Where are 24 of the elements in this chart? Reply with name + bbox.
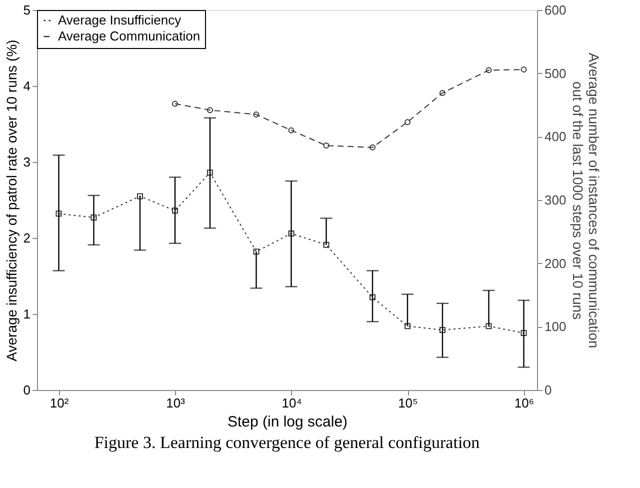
- y-tick-label: 4: [23, 78, 30, 94]
- y-tick-label: 3: [23, 154, 30, 170]
- y-axis-title: Average insufficiency of patrol rate over 10 runs (%): [3, 40, 20, 362]
- y2-tick-label: 0: [544, 382, 552, 398]
- y-tick-label: 0: [23, 382, 30, 398]
- caption: Figure 3. Learning convergence of general configuration: [94, 433, 480, 452]
- y-tick-label: 2: [23, 230, 30, 246]
- x-tick-label: 10⁶: [514, 396, 534, 410]
- x-tick-label: 10²: [50, 396, 70, 410]
- y2-tick-label: 300: [544, 192, 566, 208]
- y-tick-label: 5: [23, 2, 30, 18]
- x-axis-title: Step (in log scale): [227, 414, 348, 430]
- x-tick-label: 10⁴: [282, 396, 302, 410]
- y2-tick-label: 200: [544, 256, 566, 271]
- legend-label: Average Insufficiency: [58, 12, 182, 28]
- x-tick-label: 10³: [166, 396, 186, 410]
- y2-tick-label: 400: [544, 129, 566, 144]
- legend-label: Average Communication: [58, 28, 200, 44]
- y2-axis-title: Average number of instances of communication out of the last 1000 steps over 10 runs: [570, 52, 602, 348]
- y-tick-label: 1: [23, 306, 30, 322]
- y2-tick-label: 500: [544, 66, 566, 81]
- y2-tick-label: 600: [544, 2, 566, 18]
- y2-tick-label: 100: [544, 319, 566, 334]
- x-tick-label: 10⁵: [398, 396, 418, 410]
